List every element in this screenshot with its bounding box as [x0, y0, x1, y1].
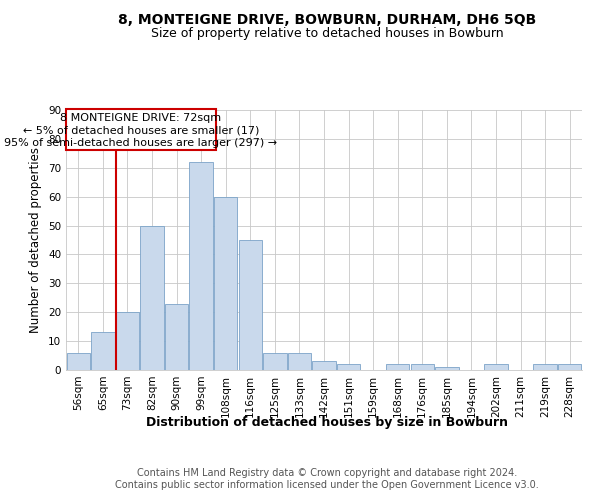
Bar — [337, 364, 360, 370]
Text: Distribution of detached houses by size in Bowburn: Distribution of detached houses by size … — [146, 416, 508, 429]
Bar — [263, 352, 287, 370]
Bar — [190, 162, 213, 370]
Text: Contains HM Land Registry data © Crown copyright and database right 2024.: Contains HM Land Registry data © Crown c… — [137, 468, 517, 477]
Bar — [435, 367, 458, 370]
Bar — [484, 364, 508, 370]
Text: Contains public sector information licensed under the Open Government Licence v3: Contains public sector information licen… — [115, 480, 539, 490]
Text: ← 5% of detached houses are smaller (17): ← 5% of detached houses are smaller (17) — [23, 126, 259, 136]
Bar — [91, 332, 115, 370]
Bar — [67, 352, 90, 370]
Bar — [558, 364, 581, 370]
Text: 95% of semi-detached houses are larger (297) →: 95% of semi-detached houses are larger (… — [4, 138, 278, 148]
Y-axis label: Number of detached properties: Number of detached properties — [29, 147, 43, 333]
Bar — [288, 352, 311, 370]
Bar — [140, 226, 164, 370]
Bar — [410, 364, 434, 370]
FancyBboxPatch shape — [66, 108, 216, 150]
Bar — [116, 312, 139, 370]
Bar — [165, 304, 188, 370]
Bar — [386, 364, 409, 370]
Bar — [214, 196, 238, 370]
Text: 8, MONTEIGNE DRIVE, BOWBURN, DURHAM, DH6 5QB: 8, MONTEIGNE DRIVE, BOWBURN, DURHAM, DH6… — [118, 12, 536, 26]
Bar — [533, 364, 557, 370]
Text: Size of property relative to detached houses in Bowburn: Size of property relative to detached ho… — [151, 28, 503, 40]
Bar — [313, 362, 335, 370]
Bar — [239, 240, 262, 370]
Text: 8 MONTEIGNE DRIVE: 72sqm: 8 MONTEIGNE DRIVE: 72sqm — [61, 113, 221, 123]
